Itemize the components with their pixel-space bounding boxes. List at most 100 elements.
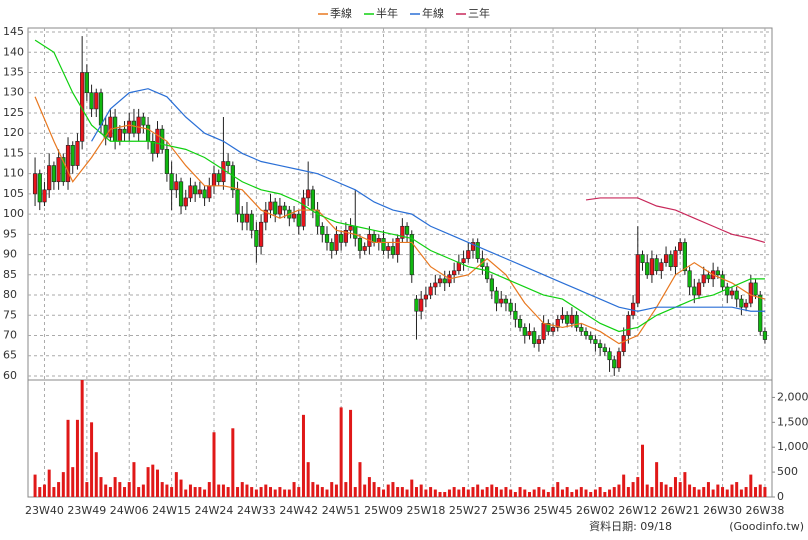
- volume-bar: [382, 489, 386, 497]
- candle-body: [89, 92, 94, 110]
- volume-bar: [499, 489, 503, 497]
- y2-tick-label: 2,000: [777, 390, 808, 403]
- candle-body: [207, 185, 212, 199]
- candle-body: [296, 213, 301, 227]
- candle-body: [357, 238, 363, 251]
- y-tick-label: 140: [3, 45, 24, 58]
- volume-bar: [542, 489, 546, 497]
- candle-body: [701, 274, 706, 284]
- volume-bar: [188, 484, 192, 497]
- volume-bar: [608, 489, 612, 497]
- candle-body: [489, 278, 494, 292]
- volume-bar: [664, 484, 668, 497]
- candle-body: [541, 323, 546, 340]
- candle-body: [339, 234, 344, 243]
- volume-bar: [438, 492, 442, 497]
- volume-bar: [641, 444, 645, 497]
- candle-body: [183, 197, 188, 207]
- volume-bar: [763, 487, 767, 497]
- volume-bar: [47, 469, 51, 497]
- candle-body: [569, 314, 574, 324]
- volume-bar: [151, 464, 155, 497]
- volume-bar: [174, 472, 178, 497]
- candle-body: [574, 314, 579, 328]
- candle-body: [612, 359, 617, 369]
- candle-body: [442, 278, 447, 284]
- candle-body: [456, 262, 461, 272]
- candle-body: [216, 173, 221, 183]
- volume-bar: [513, 492, 517, 497]
- candle-body: [621, 335, 626, 352]
- y-tick-label: 85: [3, 268, 17, 281]
- candle-body: [301, 197, 306, 227]
- volume-bar: [203, 489, 207, 497]
- volume-bar: [170, 487, 174, 497]
- volume-bar: [457, 489, 461, 497]
- candle-body: [113, 116, 118, 142]
- candle-body: [503, 298, 509, 304]
- legend-label: 半年: [376, 6, 398, 20]
- x-tick-label: 24W15: [152, 504, 191, 517]
- y-tick-label: 60: [3, 369, 17, 382]
- candle-body: [607, 351, 612, 361]
- candle-body: [131, 120, 137, 134]
- candle-body: [174, 181, 179, 191]
- legend-label: 年線: [422, 6, 444, 20]
- volume-bar: [504, 487, 508, 497]
- candle-body: [362, 246, 367, 251]
- volume-bar: [179, 479, 183, 497]
- candle-body: [211, 173, 217, 187]
- volume-bar: [617, 484, 621, 497]
- candle-body: [395, 238, 400, 255]
- volume-bar: [622, 474, 626, 497]
- volume-bar: [480, 489, 484, 497]
- volume-bar: [108, 487, 112, 497]
- volume-bar: [226, 487, 230, 497]
- volume-bar: [716, 484, 720, 497]
- volume-bar: [240, 482, 244, 497]
- candle-body: [117, 128, 122, 142]
- candle-body: [565, 314, 570, 324]
- x-tick-label: 24W06: [110, 504, 149, 517]
- x-tick-label: 25W45: [534, 504, 573, 517]
- volume-bar: [509, 489, 513, 497]
- candle-body: [466, 250, 471, 259]
- candle-body: [193, 185, 198, 195]
- volume-bar: [721, 487, 725, 497]
- y2-tick-label: 0: [777, 490, 784, 503]
- candle-body: [98, 92, 104, 126]
- candle-body: [649, 258, 655, 276]
- candle-body: [602, 347, 607, 352]
- candle-body: [282, 205, 287, 211]
- volume-bar: [711, 489, 715, 497]
- candle-body: [494, 290, 499, 304]
- candle-body: [668, 254, 673, 268]
- volume-bar: [349, 409, 353, 497]
- volume-bar: [424, 489, 428, 497]
- candle-body: [513, 310, 518, 320]
- candle-body: [598, 343, 603, 348]
- candle-body: [390, 246, 396, 255]
- volume-bar: [221, 484, 225, 497]
- candle-body: [164, 149, 170, 174]
- x-tick-label: 24W24: [195, 504, 234, 517]
- volume-bar: [264, 484, 268, 497]
- candle-body: [291, 213, 297, 219]
- candle-body: [65, 145, 71, 183]
- volume-bar: [697, 489, 701, 497]
- volume-bar: [141, 484, 145, 497]
- volume-bar: [659, 482, 663, 497]
- candle-body: [692, 286, 697, 296]
- volume-bar: [231, 428, 235, 497]
- volume-bar: [99, 477, 103, 497]
- candle-body: [108, 116, 113, 138]
- volume-bar: [575, 489, 579, 497]
- volume-bar: [330, 482, 334, 497]
- candle-body: [381, 238, 386, 251]
- candle-body: [263, 209, 268, 223]
- volume-bar: [377, 487, 381, 497]
- candle-body: [532, 331, 537, 344]
- x-tick-label: 26W30: [703, 504, 742, 517]
- volume-bar: [391, 482, 395, 497]
- volume-bar: [645, 484, 649, 497]
